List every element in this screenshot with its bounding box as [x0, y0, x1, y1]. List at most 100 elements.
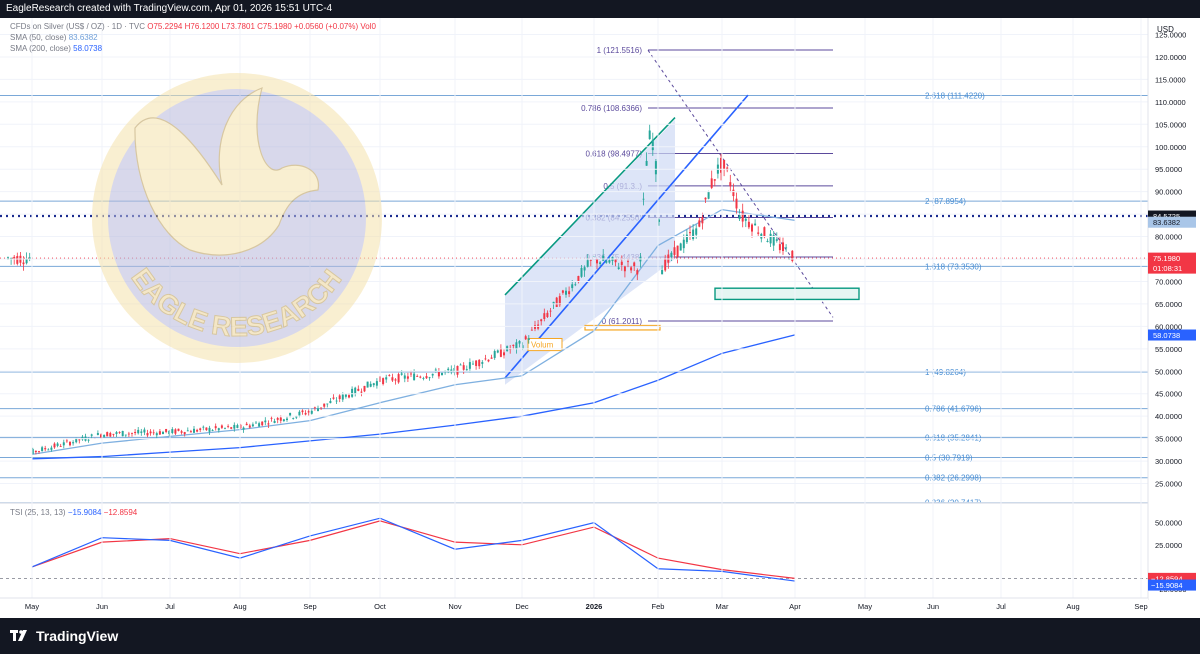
brand-text: TradingView — [36, 628, 119, 644]
candle-body — [623, 266, 626, 272]
candle-body — [568, 291, 571, 295]
price-tag-bg — [1148, 210, 1196, 222]
candle-body — [499, 348, 502, 357]
candle-body — [608, 260, 611, 263]
candle-body — [475, 360, 478, 366]
candle-body — [422, 377, 425, 379]
time-tick-label: Apr — [789, 602, 801, 611]
sma50-label: SMA (50, close) — [10, 33, 67, 42]
candle-body — [115, 432, 118, 434]
candle-body — [456, 365, 459, 375]
candle-body — [236, 425, 239, 428]
candle-body — [450, 369, 453, 372]
sma200-value: 58.0738 — [73, 44, 103, 53]
tsi-tick-label: 25.0000 — [1155, 541, 1182, 550]
candle-body — [775, 239, 778, 241]
candle-body — [521, 345, 524, 349]
candle-body — [217, 428, 220, 431]
candle-body — [121, 430, 124, 437]
sma50-legend[interactable]: SMA (50, close) 83.6382 — [10, 33, 98, 42]
candle-body — [732, 189, 735, 197]
currency-label[interactable]: USD — [1157, 25, 1174, 34]
candle-body — [437, 372, 440, 377]
candle-body — [565, 290, 567, 295]
tsi-tag-bg — [1148, 572, 1196, 584]
candle-body — [103, 434, 106, 437]
fib-extension-label: 0.382 (26.2998) — [925, 474, 982, 483]
tsi-pane-bg — [0, 503, 1200, 598]
candle-body — [41, 447, 44, 452]
candle-body — [441, 372, 443, 376]
tradingview-logo[interactable]: TradingView — [10, 628, 118, 644]
tsi-legend[interactable]: TSI (25, 13, 13) −15.9084 −12.8594 — [10, 508, 137, 517]
price-tick-label: 30.0000 — [1155, 457, 1182, 466]
candle-body — [264, 420, 267, 423]
fib-extension-label: 0.5 (30.7919) — [925, 454, 973, 463]
price-tick-label: 95.0000 — [1155, 165, 1182, 174]
sma200-legend[interactable]: SMA (200, close) 58.0738 — [10, 44, 102, 53]
candle-body — [304, 412, 307, 415]
candle-body — [279, 417, 282, 421]
candle-body — [131, 432, 133, 434]
candle-body — [360, 391, 363, 393]
candle-body — [220, 425, 223, 428]
candle-body — [723, 159, 726, 169]
candle-body — [75, 437, 78, 443]
price-tick-label: 120.0000 — [1155, 53, 1186, 62]
time-tick-label: Jun — [96, 602, 108, 611]
candle-body — [193, 428, 195, 433]
candle-body — [258, 423, 261, 427]
candle-body — [496, 350, 499, 353]
candle-body — [642, 198, 645, 200]
ohlc-open: O75.2294 — [147, 22, 183, 31]
price-tick-label: 55.0000 — [1155, 345, 1182, 354]
candle-body — [289, 412, 292, 416]
candle-body — [682, 239, 685, 249]
candle-body — [180, 431, 183, 433]
symbol-legend[interactable]: CFDs on Silver (US$ / OZ) · 1D · TVC O75… — [10, 22, 376, 31]
candle-body — [419, 376, 422, 378]
candle-body — [766, 240, 769, 242]
candle-body — [574, 284, 577, 286]
candle-body — [282, 419, 285, 422]
candle-body — [580, 267, 583, 277]
candle-body — [617, 267, 620, 270]
ohlc-high: H76.1200 — [184, 22, 220, 31]
candle-body — [388, 375, 391, 376]
price-tick-label: 65.0000 — [1155, 300, 1182, 309]
candle-body — [317, 408, 319, 412]
candle-body — [605, 261, 608, 263]
candle-body — [462, 365, 465, 370]
candle-body — [561, 290, 564, 293]
candle-body — [410, 373, 412, 375]
candle-body — [710, 178, 713, 188]
candle-body — [255, 422, 257, 424]
time-tick-label: Sep — [1134, 602, 1147, 611]
candle-body — [406, 376, 409, 379]
sma200-label: SMA (200, close) — [10, 44, 71, 53]
candle-body — [769, 233, 772, 244]
candle-body — [69, 442, 71, 446]
time-tick-label: Nov — [448, 602, 462, 611]
candle-body — [413, 373, 416, 381]
candle-body — [583, 267, 586, 271]
candle-body — [245, 423, 248, 426]
candle-body — [689, 232, 691, 234]
candle-body — [738, 215, 741, 219]
candle-body — [112, 433, 115, 435]
candle-body — [744, 218, 747, 221]
candle-body — [472, 363, 474, 365]
symbol-name[interactable]: CFDs on Silver (US$ / OZ) · 1D · TVC — [10, 22, 145, 31]
candle-body — [348, 395, 350, 398]
candle-body — [679, 243, 682, 251]
candle-body — [484, 358, 487, 360]
time-tick-label: May — [25, 602, 39, 611]
candle-body — [658, 219, 660, 222]
candle-body — [751, 224, 753, 232]
candle-body — [782, 242, 784, 252]
candle-body — [354, 387, 357, 394]
channel-fill — [505, 119, 675, 385]
time-tick-label: Feb — [652, 602, 665, 611]
